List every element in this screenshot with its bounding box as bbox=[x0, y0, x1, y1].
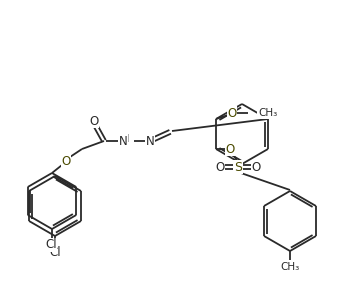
Text: O: O bbox=[227, 107, 237, 120]
Text: H: H bbox=[122, 134, 130, 144]
Text: O: O bbox=[90, 115, 99, 128]
Text: O: O bbox=[251, 160, 261, 173]
Text: CH₃: CH₃ bbox=[280, 262, 300, 272]
Text: O: O bbox=[216, 160, 225, 173]
Text: S: S bbox=[234, 160, 242, 173]
Text: N: N bbox=[119, 134, 127, 147]
Text: Cl: Cl bbox=[45, 239, 57, 252]
Text: N: N bbox=[145, 134, 155, 147]
Text: O: O bbox=[61, 155, 71, 168]
Text: O: O bbox=[225, 142, 235, 155]
Text: CH₃: CH₃ bbox=[258, 108, 277, 118]
Text: Cl: Cl bbox=[49, 247, 61, 260]
